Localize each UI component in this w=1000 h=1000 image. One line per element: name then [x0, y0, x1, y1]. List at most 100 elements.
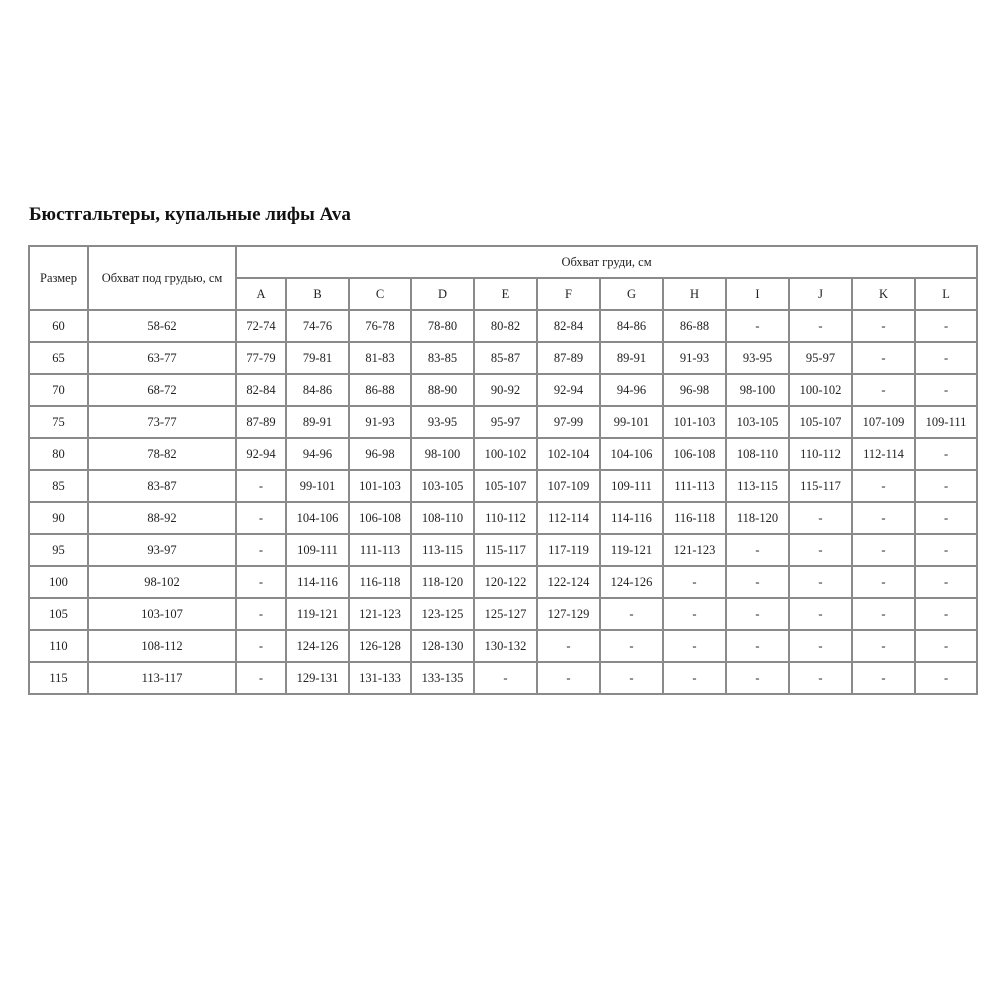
table-row: 110 108-112-124-126 126-128 128-130 130-132-…	[28, 629, 979, 663]
cell-bust: 107-109	[536, 469, 601, 503]
cell-bust: 87-89	[536, 341, 601, 375]
cell-size: 85	[28, 469, 89, 503]
header-cup: L	[913, 277, 979, 311]
cell-bust: -	[725, 597, 790, 631]
cell-bust: -	[788, 309, 853, 343]
cell-bust: -	[913, 309, 979, 343]
cell-bust: 91-93	[662, 341, 727, 375]
cell-bust: 92-94	[536, 373, 601, 407]
cell-bust: 74-76	[285, 309, 350, 343]
cell-bust: -	[235, 661, 287, 695]
cell-bust: 89-91	[285, 405, 350, 439]
cell-bust: -	[725, 629, 790, 663]
cell-bust: -	[725, 661, 790, 695]
cell-bust: -	[913, 533, 979, 567]
cell-bust: -	[851, 629, 916, 663]
cell-bust: -	[851, 341, 916, 375]
cell-size: 60	[28, 309, 89, 343]
cell-bust: 90-92	[473, 373, 538, 407]
cell-bust: 110-112	[788, 437, 853, 471]
cell-bust: -	[851, 469, 916, 503]
header-cup: H	[662, 277, 727, 311]
cell-bust: -	[788, 533, 853, 567]
cell-size: 115	[28, 661, 89, 695]
cell-bust: 102-104	[536, 437, 601, 471]
table-row: 115 113-117-129-131 131-133 133-135- - - - - - - -	[28, 661, 979, 695]
cell-bust: -	[913, 437, 979, 471]
cell-bust: 82-84	[235, 373, 287, 407]
table-row: 105 103-107-119-121 121-123 123-125 125-127 1…	[28, 597, 979, 631]
cell-bust: 81-83	[348, 341, 412, 375]
cell-bust: 130-132	[473, 629, 538, 663]
cell-underbust: 58-62	[87, 309, 237, 343]
cell-bust: 85-87	[473, 341, 538, 375]
cell-bust: 109-111	[599, 469, 664, 503]
cell-bust: 94-96	[285, 437, 350, 471]
cell-bust: 91-93	[348, 405, 412, 439]
cell-bust: 114-116	[285, 565, 350, 599]
cell-bust: 96-98	[662, 373, 727, 407]
header-cup: F	[536, 277, 601, 311]
cell-bust: -	[536, 629, 601, 663]
cell-underbust: 63-77	[87, 341, 237, 375]
cell-bust: -	[788, 501, 853, 535]
cell-bust: -	[662, 661, 727, 695]
cell-bust: 89-91	[599, 341, 664, 375]
cell-bust: -	[913, 629, 979, 663]
cell-bust: 101-103	[662, 405, 727, 439]
cell-bust: 100-102	[473, 437, 538, 471]
cell-bust: 121-123	[348, 597, 412, 631]
cell-bust: -	[851, 309, 916, 343]
cell-bust: 80-82	[473, 309, 538, 343]
header-cup: J	[788, 277, 853, 311]
cell-underbust: 83-87	[87, 469, 237, 503]
cell-bust: -	[913, 501, 979, 535]
cell-bust: 124-126	[599, 565, 664, 599]
cell-bust: -	[851, 597, 916, 631]
cell-bust: 121-123	[662, 533, 727, 567]
cell-bust: 92-94	[235, 437, 287, 471]
header-cup: K	[851, 277, 916, 311]
cell-bust: 95-97	[473, 405, 538, 439]
cell-bust: -	[725, 309, 790, 343]
cell-bust: 123-125	[410, 597, 475, 631]
cell-bust: -	[599, 597, 664, 631]
cell-bust: -	[913, 597, 979, 631]
cell-bust: 120-122	[473, 565, 538, 599]
cell-bust: 119-121	[599, 533, 664, 567]
header-underbust: Обхват под грудью, см	[87, 245, 237, 311]
cell-bust: 98-100	[725, 373, 790, 407]
cell-bust: -	[473, 661, 538, 695]
cell-underbust: 108-112	[87, 629, 237, 663]
cell-bust: -	[913, 341, 979, 375]
cell-bust: 101-103	[348, 469, 412, 503]
cell-bust: 108-110	[725, 437, 790, 471]
cell-bust: 112-114	[536, 501, 601, 535]
cell-bust: 84-86	[285, 373, 350, 407]
cell-bust: 109-111	[913, 405, 979, 439]
cell-bust: 105-107	[788, 405, 853, 439]
header-cup: E	[473, 277, 538, 311]
cell-size: 75	[28, 405, 89, 439]
cell-bust: -	[851, 501, 916, 535]
cell-bust: 115-117	[473, 533, 538, 567]
cell-bust: 116-118	[348, 565, 412, 599]
cell-bust: 109-111	[285, 533, 350, 567]
cell-bust: 104-106	[599, 437, 664, 471]
header-cup: G	[599, 277, 664, 311]
cell-bust: 106-108	[662, 437, 727, 471]
cell-bust: -	[235, 565, 287, 599]
cell-bust: 72-74	[235, 309, 287, 343]
cell-size: 105	[28, 597, 89, 631]
cell-bust: 128-130	[410, 629, 475, 663]
cell-bust: -	[851, 565, 916, 599]
cell-bust: 84-86	[599, 309, 664, 343]
cell-bust: -	[913, 661, 979, 695]
cell-bust: -	[913, 565, 979, 599]
cell-bust: -	[599, 661, 664, 695]
cell-bust: 131-133	[348, 661, 412, 695]
cell-bust: 116-118	[662, 501, 727, 535]
cell-bust: 78-80	[410, 309, 475, 343]
cell-size: 110	[28, 629, 89, 663]
